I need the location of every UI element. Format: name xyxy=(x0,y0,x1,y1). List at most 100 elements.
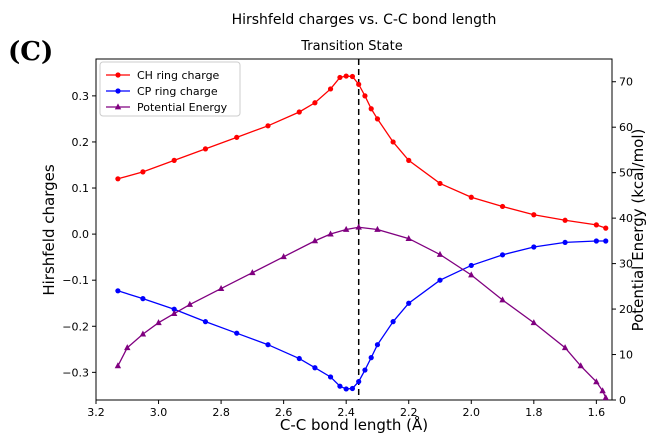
legend-frame xyxy=(99,61,241,117)
chart-title: Hirshfeld charges vs. C-C bond length xyxy=(232,12,497,28)
x-tick-label: 1.8 xyxy=(525,406,543,419)
data-point xyxy=(280,253,287,260)
data-point xyxy=(312,100,318,106)
data-point xyxy=(602,394,609,401)
data-point xyxy=(437,277,443,283)
data-point xyxy=(374,225,381,232)
data-point xyxy=(593,378,600,385)
data-point xyxy=(390,139,396,145)
data-point xyxy=(265,123,271,129)
data-point xyxy=(170,310,178,317)
y2-axis-title: Potential Energy (kcal/mol) xyxy=(629,129,647,332)
x-tick-label: 2.4 xyxy=(337,406,355,419)
data-point xyxy=(327,86,334,92)
data-point xyxy=(355,223,362,230)
data-point xyxy=(202,146,209,152)
data-point xyxy=(349,73,356,80)
data-point xyxy=(468,194,474,200)
data-point xyxy=(343,73,349,79)
data-point xyxy=(368,106,374,112)
y-tick-label: −0.3 xyxy=(62,366,89,379)
y2-tick-label: 50 xyxy=(619,167,633,180)
legend-label: Potential Energy xyxy=(137,101,228,114)
data-point xyxy=(296,355,302,362)
data-point xyxy=(530,319,538,326)
y2-tick-label: 60 xyxy=(619,121,633,134)
legend-label: CP ring charge xyxy=(137,85,218,98)
data-point xyxy=(327,230,334,237)
y-tick-label: 0.2 xyxy=(72,136,90,149)
data-point xyxy=(234,330,240,336)
data-point xyxy=(234,134,240,140)
y-tick-label: −0.2 xyxy=(62,320,89,333)
panel-label: (C) xyxy=(8,37,53,67)
x-tick-label: 3.2 xyxy=(87,406,105,419)
data-point xyxy=(171,306,177,312)
data-point xyxy=(368,355,374,361)
data-point xyxy=(577,362,584,369)
data-point xyxy=(374,342,381,348)
legend-entries: CH ring charge CP ring charge Potential En… xyxy=(106,69,228,114)
data-point xyxy=(155,319,162,326)
y-tick-label: 0.0 xyxy=(72,228,90,241)
series-line-2 xyxy=(117,226,607,398)
data-point xyxy=(114,362,122,369)
series-marks xyxy=(114,59,609,401)
data-point xyxy=(124,344,131,351)
data-point xyxy=(468,271,475,278)
data-point xyxy=(140,169,146,175)
y2-tick-label: 0 xyxy=(619,394,626,407)
chart-subtitle: Transition State xyxy=(300,39,402,54)
data-point xyxy=(603,225,609,231)
x-tick-label: 3.0 xyxy=(150,406,168,419)
data-point xyxy=(390,319,396,325)
data-point xyxy=(337,383,343,389)
legend-marker xyxy=(115,88,121,94)
data-point xyxy=(436,250,444,257)
y2-tick-label: 70 xyxy=(619,76,633,89)
data-point xyxy=(599,387,606,394)
data-point xyxy=(468,262,474,269)
data-point xyxy=(499,203,506,210)
plot-area xyxy=(95,58,613,401)
legend-label: CH ring charge xyxy=(137,69,220,82)
data-point xyxy=(374,116,381,122)
y-axis-title: Hirshfeld charges xyxy=(40,164,58,296)
data-point xyxy=(406,157,412,163)
y-tick-label: 0.1 xyxy=(72,182,90,195)
data-point xyxy=(406,300,412,306)
y2-tick-label: 10 xyxy=(619,349,633,362)
data-point xyxy=(343,386,349,392)
data-point xyxy=(405,234,412,241)
data-point xyxy=(356,81,362,87)
x-tick-label: 2.0 xyxy=(463,406,481,419)
data-point xyxy=(362,367,368,373)
data-point xyxy=(499,252,506,258)
x-tick-label: 2.2 xyxy=(400,406,418,419)
data-point xyxy=(531,244,537,250)
y2-tick-label: 20 xyxy=(619,303,633,316)
data-point xyxy=(499,296,506,303)
data-point xyxy=(362,93,368,99)
series-line-1 xyxy=(117,240,606,390)
data-point xyxy=(337,74,343,81)
data-point xyxy=(186,300,194,307)
data-point xyxy=(531,212,537,218)
data-point xyxy=(171,157,177,163)
y2-tick-label: 40 xyxy=(619,212,633,225)
data-point xyxy=(249,269,256,276)
data-point xyxy=(561,344,569,351)
data-point xyxy=(437,180,443,187)
data-point xyxy=(593,222,599,228)
data-point xyxy=(356,378,362,385)
data-point xyxy=(562,239,568,246)
data-point xyxy=(265,342,271,348)
data-point xyxy=(562,217,568,223)
data-point xyxy=(342,225,350,232)
data-point xyxy=(327,374,334,380)
data-point xyxy=(593,238,599,244)
y-tick-label: −0.1 xyxy=(62,274,89,287)
data-point xyxy=(115,176,121,182)
data-point xyxy=(312,365,318,371)
